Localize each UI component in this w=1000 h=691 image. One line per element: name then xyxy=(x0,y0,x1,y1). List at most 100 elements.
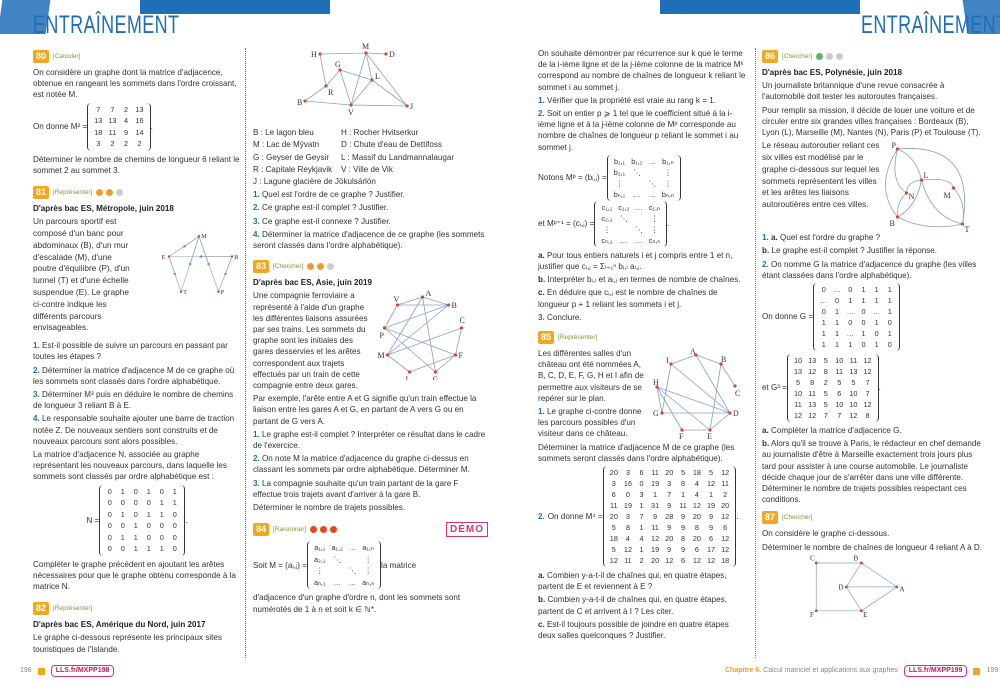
node-label: D xyxy=(389,50,395,59)
matrix-cell: 9 xyxy=(667,501,672,511)
node-label: G xyxy=(653,409,659,418)
matrix-cell: 10 xyxy=(835,400,844,410)
node-label: R xyxy=(328,88,334,97)
matrix-cell: 0 xyxy=(159,521,164,531)
node-label: B xyxy=(297,98,302,107)
matrix-cell: 1 xyxy=(874,318,879,328)
exercise-text: On considère un graphe dont la matrice d… xyxy=(33,68,237,100)
exercise-number: 80 xyxy=(33,50,50,63)
node-label: H xyxy=(311,50,317,59)
exercise-text: Le graphe ci-dessous représente les prin… xyxy=(33,633,222,654)
node-label: B xyxy=(721,355,726,364)
matrix-cell: 0 xyxy=(172,532,177,542)
matrix-cell: 9 xyxy=(653,512,658,522)
question-text: Le graphe ci-contre donne les parcours p… xyxy=(538,407,642,439)
matrix-cell: 1 xyxy=(834,340,840,350)
matrix-cell: 28 xyxy=(665,512,674,522)
node-label: I xyxy=(666,356,669,365)
graph-nodes xyxy=(895,147,965,226)
node-label: B xyxy=(234,255,238,261)
matrix-cell: 0 xyxy=(887,318,892,328)
matrix-cell: b₂,₁ xyxy=(613,167,626,177)
node-label: H xyxy=(653,378,659,387)
matrix-row: 12 12 7 7 12 8 xyxy=(792,411,874,420)
question-letter: b. xyxy=(762,246,770,256)
graph-85: A I B C H G D F E xyxy=(653,348,740,440)
matrix-cell: … xyxy=(635,235,643,245)
matrix-cell: 31 xyxy=(651,501,660,511)
matrix-cell: … xyxy=(635,202,643,212)
question-text: Déterminer le nombre de trajets possible… xyxy=(762,484,967,505)
matrix-row: 13 13 4 16 xyxy=(92,116,145,126)
matrix-cell: 9 xyxy=(667,523,672,533)
question-letter: c. xyxy=(538,288,545,298)
graph-nodes xyxy=(167,235,234,294)
node-label: T xyxy=(965,225,970,232)
matrix-cell: ⋮ xyxy=(650,224,659,234)
exercise-text: Une compagnie ferroviaire a représenté à… xyxy=(253,291,368,391)
exercise-number: 82 xyxy=(33,602,50,616)
matrix-cell: c₁,₁ xyxy=(601,202,613,212)
question-letter: a. xyxy=(538,571,545,581)
question-text: Déterminer la matrice d'adjacence M de c… xyxy=(33,365,235,386)
question-number: 3. xyxy=(253,478,260,488)
question-text: La compagnie souhaite qu'un train partan… xyxy=(253,478,459,499)
matrix-cell: 8 xyxy=(625,523,630,533)
matrix-cell: 1 xyxy=(172,498,177,508)
question-number: 1. xyxy=(33,341,40,351)
node-label: C xyxy=(460,316,465,325)
matrix-row: ⋮ ⋱ ⋮ xyxy=(599,225,662,234)
matrix-row: a₁,₁ a₁,₂ … a₁,ₙ xyxy=(312,543,376,553)
matrix-row: b₁,₁ b₁,₂ … b₁,ₙ xyxy=(612,157,676,166)
matrix-cell: 19 xyxy=(651,545,660,555)
resource-link[interactable]: LLS.fr/MXPP199 xyxy=(903,665,968,677)
question-number: 2. xyxy=(33,365,40,375)
matrix-cell: 1 xyxy=(653,490,658,500)
matrix-cell: 0 xyxy=(639,479,644,489)
matrix-cell: 12 xyxy=(665,556,674,566)
matrix-cell: 1 xyxy=(146,486,151,496)
exercise-text: Déterminer le nombre de chaînes de longu… xyxy=(762,542,983,552)
matrix-cell: 0 xyxy=(107,544,112,554)
footer-left: 198 LLS.fr/MXPP198 xyxy=(20,665,115,677)
legend-item: L : Massif du Landmannalaugar xyxy=(341,152,455,162)
matrix-cell: ⋮ xyxy=(364,554,372,564)
graph-edges xyxy=(304,52,408,107)
matrix-cell: 1 xyxy=(821,340,826,350)
matrix-cell: 13 xyxy=(808,400,817,410)
exercise-question: Déterminer le nombre de chemins de longu… xyxy=(33,154,240,175)
skill-tag: [Représenter] xyxy=(558,333,598,341)
matrix-row: b₂,₁ ⋱ ⋮ xyxy=(612,168,676,177)
column-4: 86 [Chercher] D'après bac ES, Polynésie, … xyxy=(762,48,986,617)
matrix-cell: 10 xyxy=(793,356,803,366)
skill-tag: [Représenter] xyxy=(53,605,93,613)
matrix-cell: 9 xyxy=(681,512,686,522)
matrix-row: ⋮ ⋱ ⋮ xyxy=(312,566,376,576)
question-letter: b. xyxy=(538,595,546,605)
demo-badge[interactable]: DÉMO xyxy=(446,522,488,538)
column-divider xyxy=(755,48,756,658)
matrix-row: bₙ,₁ … … bₙ,ₙ xyxy=(612,190,676,199)
matrix-cell: 12 xyxy=(808,367,817,377)
chapter-title: Calcul matriciel et applications aux gra… xyxy=(763,667,898,675)
matrix-cell: 1 xyxy=(874,340,879,350)
node-label: B xyxy=(853,555,858,562)
question-text: Conclure. xyxy=(547,312,582,322)
matrix-cell: ⋮ xyxy=(664,167,672,177)
matrix-cell: 11 xyxy=(108,127,117,137)
matrix-cell: ⋮ xyxy=(615,178,624,188)
matrix-cell: 0 xyxy=(120,498,125,508)
resource-link[interactable]: LLS.fr/MXPP198 xyxy=(50,665,115,677)
matrix-cell: 11 xyxy=(849,356,858,366)
matrix-cell: 12 xyxy=(863,356,872,366)
matrix-cell: c₂,₁ xyxy=(601,213,613,223)
node-label: A xyxy=(426,290,432,298)
matrix-cell xyxy=(647,168,658,177)
matrix-cell: 10 xyxy=(849,400,858,410)
legend-item: H : Rocher Hvitserkur xyxy=(341,128,419,138)
exercise-source: D'après bac ES, Asie, juin 2019 xyxy=(253,278,373,288)
matrix-g3: 10 13 5 10 11 12 13 12 8 11 13 12 5 8 2 5 5 7 10 11 5 6 10 7 11 1… xyxy=(786,354,879,423)
